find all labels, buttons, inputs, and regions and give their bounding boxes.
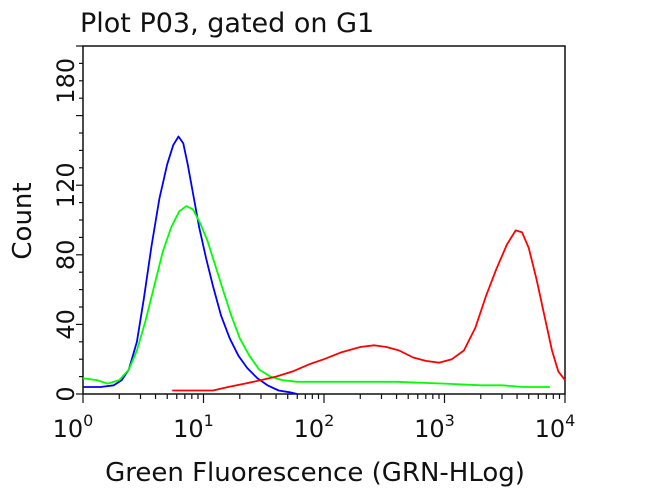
histogram-series-line-3 — [172, 229, 566, 392]
chart-title: Plot P03, gated on G1 — [80, 8, 374, 39]
series-layer — [82, 135, 566, 395]
x-tick-label: 104 — [535, 411, 576, 443]
x-axis-label: Green Fluorescence (GRN-HLog) — [105, 458, 525, 488]
y-tick-label: 40 — [52, 309, 80, 340]
x-tick-label: 102 — [294, 411, 335, 443]
x-tick-label: 103 — [414, 411, 455, 443]
y-tick-label: 120 — [52, 162, 80, 208]
y-axis-label: Count — [8, 182, 38, 259]
histogram-series-line-1 — [83, 135, 298, 395]
histogram-series-line-2 — [82, 205, 550, 388]
x-tick-label: 100 — [53, 411, 94, 443]
y-tick-label: 180 — [52, 58, 80, 104]
y-tick-label: 80 — [52, 240, 80, 271]
x-tick-label: 101 — [173, 411, 214, 443]
y-tick-label: 0 — [52, 386, 80, 401]
x-axis-ticks: 100 101 102 103 104 — [53, 394, 576, 443]
y-axis-ticks: 0 40 80 120 180 — [52, 45, 83, 402]
